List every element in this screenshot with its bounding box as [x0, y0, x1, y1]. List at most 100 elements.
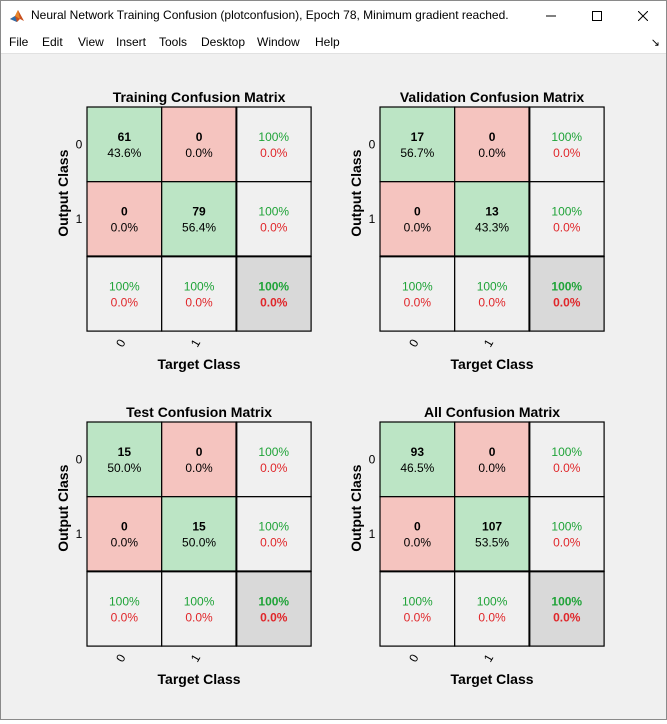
matrix-cell	[528, 570, 605, 647]
cell-correct-rate: 100%	[258, 520, 289, 534]
matrix-cell	[161, 255, 237, 332]
cell-percent: 0.0%	[478, 461, 506, 475]
matrix-cell	[161, 106, 237, 183]
matrix-cell	[379, 496, 456, 573]
y-axis-label: Output Class	[348, 464, 364, 551]
menu-edit[interactable]: Edit	[42, 35, 63, 49]
cell-correct-rate: 100%	[184, 594, 215, 608]
cell-correct-rate: 100%	[477, 279, 508, 293]
cell-count: 0	[121, 520, 128, 534]
cell-error-rate: 0.0%	[260, 461, 288, 475]
matrix-cell	[379, 181, 456, 257]
x-tick-label: 1	[188, 336, 204, 349]
matrix-cell	[528, 421, 605, 498]
y-tick-label: 1	[369, 527, 376, 541]
cell-error-rate: 0.0%	[260, 221, 288, 235]
cell-correct-rate: 100%	[402, 279, 433, 293]
x-tick-label: 1	[481, 336, 497, 349]
y-tick-label: 1	[76, 212, 83, 226]
cell-percent: 50.0%	[182, 536, 216, 550]
cell-error-rate: 0.0%	[478, 295, 506, 309]
cell-percent: 43.3%	[475, 221, 509, 235]
menu-file[interactable]: File	[9, 35, 29, 49]
matrix-cell	[235, 106, 312, 183]
y-axis-label: Output Class	[55, 149, 71, 236]
confusion-plots: 61 43.6% 0 0.0% 100% 0.0% 0 0.0% 79 56.4% 100% 0.0%…	[55, 89, 605, 687]
y-tick-label: 0	[369, 137, 376, 151]
cell-correct-rate: 100%	[551, 279, 582, 293]
x-tick-label: 1	[188, 651, 204, 664]
title-bar[interactable]: Neural Network Training Confusion (plotc…	[1, 1, 666, 31]
cell-error-rate: 0.0%	[553, 221, 581, 235]
confusion-matrix-3: 93 46.5% 0 0.0% 100% 0.0% 0 0.0% 107 53.5% 100% 0.0…	[348, 404, 605, 687]
confusion-matrix-0: 61 43.6% 0 0.0% 100% 0.0% 0 0.0% 79 56.4% 100% 0.0%…	[55, 89, 312, 372]
cell-count: 0	[489, 130, 496, 144]
x-axis-label: Target Class	[158, 356, 241, 372]
x-axis-label: Target Class	[158, 671, 241, 687]
cell-error-rate: 0.0%	[553, 536, 581, 550]
menu-tools[interactable]: Tools	[159, 35, 188, 49]
cell-count: 61	[118, 130, 132, 144]
cell-percent: 56.7%	[400, 146, 434, 160]
cell-correct-rate: 100%	[258, 594, 289, 608]
x-tick-label: 0	[406, 651, 422, 664]
cell-correct-rate: 100%	[258, 279, 289, 293]
minimize-button[interactable]	[528, 1, 574, 31]
menu-insert[interactable]: Insert	[116, 35, 147, 49]
x-tick-label: 0	[406, 336, 422, 349]
chart-title: Training Confusion Matrix	[113, 89, 286, 105]
matrix-cell	[86, 421, 163, 498]
cell-percent: 56.4%	[182, 221, 216, 235]
cell-correct-rate: 100%	[477, 594, 508, 608]
cell-count: 0	[196, 130, 203, 144]
matrix-cell	[86, 181, 163, 257]
matrix-cell	[86, 496, 163, 573]
menu-window[interactable]: Window	[257, 35, 300, 49]
matrix-cell	[161, 496, 237, 573]
cell-error-rate: 0.0%	[260, 536, 288, 550]
menu-bar: File Edit View Insert Tools Desktop Wind…	[1, 31, 666, 54]
matrix-cell	[379, 421, 456, 498]
chart-title: All Confusion Matrix	[424, 404, 560, 420]
cell-error-rate: 0.0%	[478, 610, 506, 624]
matrix-cell	[528, 181, 605, 257]
cell-error-rate: 0.0%	[185, 295, 213, 309]
matrix-cell	[454, 570, 531, 647]
cell-error-rate: 0.0%	[553, 295, 581, 309]
y-tick-label: 0	[369, 452, 376, 466]
x-tick-label: 0	[113, 651, 129, 664]
matrix-cell	[86, 255, 163, 332]
cell-count: 17	[411, 130, 425, 144]
cell-error-rate: 0.0%	[553, 610, 581, 624]
x-tick-label: 0	[113, 336, 129, 349]
cell-percent: 0.0%	[111, 221, 139, 235]
matrix-cell	[528, 496, 605, 573]
cell-count: 0	[489, 445, 496, 459]
matrix-cell	[379, 106, 456, 183]
cell-count: 0	[414, 205, 421, 219]
menu-desktop[interactable]: Desktop	[201, 35, 246, 49]
dock-arrow-icon[interactable]: ↘	[650, 37, 660, 49]
cell-error-rate: 0.0%	[111, 610, 139, 624]
cell-percent: 0.0%	[404, 536, 432, 550]
matrix-cell	[454, 181, 531, 257]
y-tick-label: 0	[76, 137, 83, 151]
cell-count: 13	[485, 205, 499, 219]
close-button[interactable]	[620, 1, 666, 31]
cell-count: 15	[118, 445, 132, 459]
maximize-button[interactable]	[574, 1, 620, 31]
y-tick-label: 1	[369, 212, 376, 226]
matrix-cell	[86, 570, 163, 647]
cell-error-rate: 0.0%	[553, 146, 581, 160]
menu-help[interactable]: Help	[315, 35, 340, 49]
menu-view[interactable]: View	[78, 35, 104, 49]
cell-correct-rate: 100%	[258, 445, 289, 459]
cell-error-rate: 0.0%	[404, 610, 432, 624]
cell-count: 107	[482, 520, 502, 534]
cell-error-rate: 0.0%	[260, 295, 288, 309]
cell-error-rate: 0.0%	[553, 461, 581, 475]
matrix-cell	[454, 106, 531, 183]
cell-percent: 0.0%	[185, 461, 213, 475]
cell-count: 93	[411, 445, 425, 459]
